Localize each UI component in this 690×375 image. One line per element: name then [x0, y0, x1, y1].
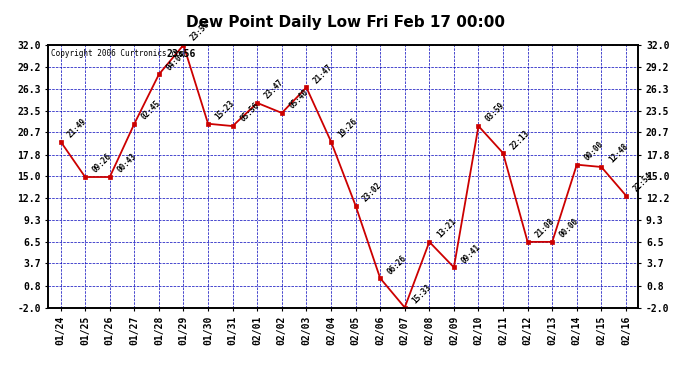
Text: 09:41: 09:41 [460, 243, 482, 265]
Text: 00:00: 00:00 [558, 217, 580, 240]
Text: Dew Point Daily Low Fri Feb 17 00:00: Dew Point Daily Low Fri Feb 17 00:00 [186, 15, 504, 30]
Text: 15:23: 15:23 [214, 99, 237, 122]
Text: 09:26: 09:26 [90, 152, 113, 175]
Text: 00:43: 00:43 [115, 152, 138, 175]
Text: 23:56: 23:56 [189, 20, 212, 43]
Text: 13:21: 13:21 [435, 217, 457, 240]
Text: 21:49: 21:49 [66, 117, 89, 140]
Text: 19:26: 19:26 [337, 117, 359, 140]
Text: 04:04: 04:04 [164, 50, 187, 72]
Text: 15:33: 15:33 [411, 283, 433, 305]
Text: 02:45: 02:45 [140, 99, 163, 122]
Text: 22:13: 22:13 [509, 128, 531, 151]
Text: 21:08: 21:08 [533, 217, 556, 240]
Text: 22:54: 22:54 [631, 171, 654, 194]
Text: 23:47: 23:47 [263, 78, 286, 101]
Text: 21:47: 21:47 [312, 63, 335, 85]
Text: Copyright 2006 Curtronics.com: Copyright 2006 Curtronics.com [51, 49, 186, 58]
Text: 05:40: 05:40 [287, 88, 310, 111]
Text: 23:02: 23:02 [361, 181, 384, 203]
Text: 23:56: 23:56 [166, 49, 196, 59]
Text: 05:56: 05:56 [238, 101, 261, 124]
Text: 00:00: 00:00 [582, 140, 605, 162]
Text: 03:59: 03:59 [484, 101, 506, 124]
Text: 12:48: 12:48 [607, 142, 630, 165]
Text: 06:26: 06:26 [386, 253, 408, 276]
